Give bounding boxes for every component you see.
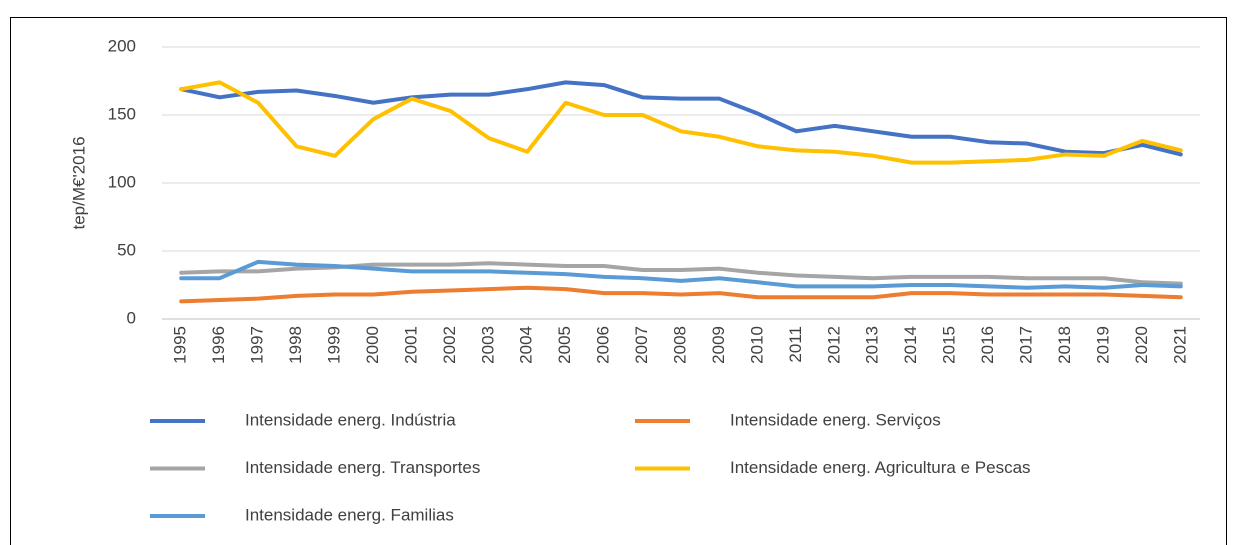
legend-label: Intensidade energ. Familias [245,505,454,524]
x-tick-label: 2018 [1055,326,1074,364]
x-tick-label: 2002 [440,326,459,364]
x-tick-label: 2001 [401,326,420,364]
x-tick-label: 2005 [555,326,574,364]
y-tick-label: 150 [108,104,136,123]
legend-label: Intensidade energ. Agricultura e Pescas [730,458,1031,477]
x-tick-label: 2013 [863,326,882,364]
x-tick-label: 1997 [248,326,267,364]
x-tick-label: 2010 [747,326,766,364]
y-axis-label: tep/M€'2016 [69,136,88,229]
x-tick-label: 2015 [940,326,959,364]
y-tick-label: 0 [127,308,136,327]
series-line [179,80,1183,165]
x-tick-label: 2016 [978,326,997,364]
series-line [179,259,1183,290]
x-tick-label: 2003 [478,326,497,364]
x-tick-label: 2014 [901,326,920,364]
legend-label: Intensidade energ. Indústria [245,410,456,429]
y-tick-label: 50 [117,240,136,259]
legend-label: Intensidade energ. Serviços [730,410,941,429]
x-tick-label: 2008 [670,326,689,364]
x-tick-label: 1996 [209,326,228,364]
x-tick-label: 2021 [1170,326,1189,364]
x-tick-label: 2007 [632,326,651,364]
x-tick-label: 2009 [709,326,728,364]
series-line [179,285,1183,304]
series-line [179,80,1183,157]
x-tick-label: 1998 [286,326,305,364]
x-tick-label: 2011 [786,326,805,363]
x-tick-label: 2019 [1093,326,1112,364]
y-tick-label: 200 [108,36,136,55]
x-tick-label: 2004 [517,326,536,364]
y-tick-label: 100 [108,172,136,191]
x-tick-label: 1995 [171,326,190,364]
x-tick-label: 2006 [594,326,613,364]
x-tick-label: 2012 [824,326,843,364]
x-tick-label: 2020 [1132,326,1151,364]
x-tick-label: 1999 [324,326,343,364]
x-tick-label: 2017 [1016,326,1035,364]
chart-frame [10,17,1227,545]
x-tick-label: 2000 [363,326,382,364]
legend-label: Intensidade energ. Transportes [245,458,480,477]
